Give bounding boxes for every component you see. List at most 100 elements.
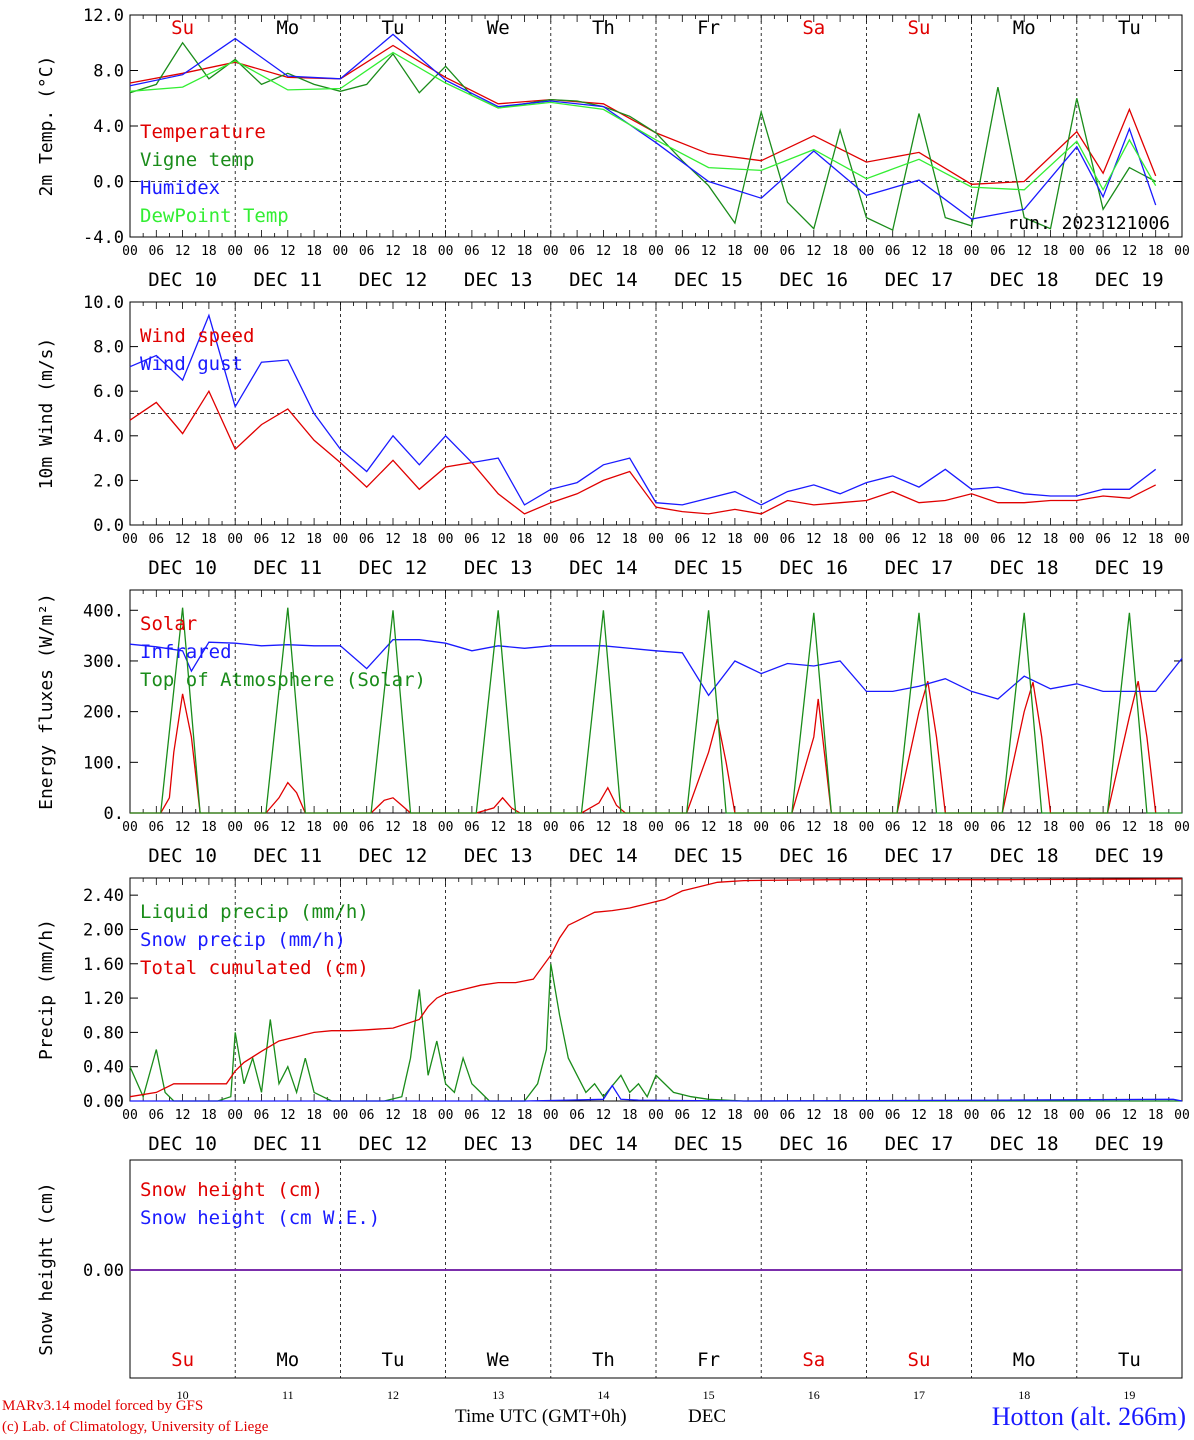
hour-tick-label: 18 [517, 244, 533, 259]
hour-tick-label: 12 [280, 244, 296, 259]
series-line-1-2 [129, 41, 1157, 232]
credit-line-lab: (c) Lab. of Climatology, University of L… [2, 1419, 269, 1435]
hour-tick-label: 00 [333, 1108, 349, 1123]
date-label: DEC 19 [1095, 1133, 1164, 1155]
date-label: DEC 15 [674, 845, 743, 867]
hour-tick-label: 00 [753, 1108, 769, 1123]
series-line-4-1 [129, 963, 1182, 1102]
weekday-label: Tu [1118, 1349, 1141, 1371]
date-label: DEC 19 [1095, 269, 1164, 291]
hour-tick-label: 18 [1043, 1108, 1059, 1123]
y-tick-label: 0.80 [83, 1023, 124, 1043]
hour-tick-label: 00 [122, 820, 138, 835]
hour-tick-label: 18 [727, 244, 743, 259]
legend-entry: Temperature [140, 121, 266, 143]
legend-entry: Liquid precip (mm/h) [140, 901, 369, 923]
date-label: DEC 17 [885, 269, 954, 291]
date-label: DEC 15 [674, 269, 743, 291]
hour-tick-label: 06 [780, 820, 796, 835]
series-line-1-3 [129, 33, 1157, 220]
hour-tick-label: 18 [201, 820, 217, 835]
hour-tick-label: 06 [254, 532, 270, 547]
hour-tick-label: 18 [937, 820, 953, 835]
hour-tick-label: 00 [227, 532, 243, 547]
hour-tick-label: 18 [411, 820, 427, 835]
hour-tick-label: 00 [333, 820, 349, 835]
y-tick-label: 2.0 [93, 471, 124, 491]
hour-tick-label: 00 [859, 244, 875, 259]
day-number-label: 18 [1018, 1388, 1030, 1402]
hour-tick-label: 12 [385, 532, 401, 547]
y-tick-label: -4.0 [83, 228, 124, 248]
hour-tick-label: 18 [622, 532, 638, 547]
hour-tick-label: 00 [648, 820, 664, 835]
hour-tick-label: 06 [1095, 244, 1111, 259]
panel-frame [129, 589, 1183, 814]
hour-tick-label: 18 [201, 244, 217, 259]
hour-tick-label: 00 [753, 244, 769, 259]
hour-tick-label: 18 [1043, 532, 1059, 547]
y-axis-label: Energy fluxes (W/m²) [36, 593, 57, 810]
hour-tick-label: 06 [359, 820, 375, 835]
hour-tick-label: 18 [832, 820, 848, 835]
date-label: DEC 15 [674, 1133, 743, 1155]
weekday-label: Su [908, 17, 931, 39]
hour-tick-label: 00 [438, 244, 454, 259]
hour-tick-label: 00 [1174, 532, 1190, 547]
weekday-label: Su [171, 1349, 194, 1371]
hour-tick-label: 00 [543, 244, 559, 259]
hour-tick-label: 12 [280, 532, 296, 547]
y-tick-label: 2.00 [83, 920, 124, 940]
series-line-4-2 [130, 1084, 1183, 1102]
hour-tick-label: 06 [780, 1108, 796, 1123]
y-axis-label: Precip (mm/h) [36, 919, 57, 1060]
hour-tick-label: 00 [438, 1108, 454, 1123]
hour-tick-label: 06 [464, 820, 480, 835]
hour-tick-label: 00 [333, 244, 349, 259]
hour-tick-label: 12 [911, 820, 927, 835]
hour-tick-label: 06 [569, 532, 585, 547]
hour-tick-label: 12 [911, 1108, 927, 1123]
legend-entry: Wind speed [140, 325, 254, 347]
hour-tick-label: 12 [385, 1108, 401, 1123]
hour-tick-label: 18 [1043, 820, 1059, 835]
date-label: DEC 12 [359, 269, 428, 291]
date-label: DEC 10 [148, 557, 217, 579]
hour-tick-label: 12 [175, 820, 191, 835]
date-label: DEC 13 [464, 845, 533, 867]
legend-entry: Snow precip (mm/h) [140, 929, 346, 951]
y-axis-label: Snow height (cm) [36, 1182, 57, 1355]
y-tick-label: 300. [83, 652, 124, 672]
date-label: DEC 14 [569, 845, 638, 867]
hour-tick-label: 12 [175, 1108, 191, 1123]
hour-tick-label: 12 [1016, 820, 1032, 835]
hour-tick-label: 06 [674, 1108, 690, 1123]
hour-tick-label: 06 [254, 820, 270, 835]
hour-tick-label: 18 [1043, 244, 1059, 259]
hour-tick-label: 18 [306, 244, 322, 259]
hour-tick-label: 00 [543, 820, 559, 835]
date-label: DEC 18 [990, 1133, 1059, 1155]
hour-tick-label: 06 [990, 820, 1006, 835]
hour-tick-label: 12 [596, 820, 612, 835]
hour-tick-label: 00 [438, 532, 454, 547]
day-number-label: 12 [387, 1388, 399, 1402]
weekday-label: Tu [382, 17, 405, 39]
day-number-label: 13 [492, 1388, 504, 1402]
hour-tick-label: 18 [1148, 820, 1164, 835]
date-label: DEC 13 [464, 269, 533, 291]
legend-entry: Solar [140, 613, 197, 635]
hour-tick-label: 18 [622, 244, 638, 259]
weekday-label: Mo [1013, 17, 1036, 39]
hour-tick-label: 12 [490, 532, 506, 547]
hour-tick-label: 12 [806, 820, 822, 835]
date-label: DEC 16 [779, 557, 848, 579]
station-name: Hotton (alt. 266m) [991, 1402, 1186, 1431]
hour-tick-label: 06 [569, 244, 585, 259]
weekday-label: Su [171, 17, 194, 39]
hour-tick-label: 00 [964, 244, 980, 259]
day-number-label: 15 [703, 1388, 715, 1402]
series-line-3-2 [129, 639, 1183, 700]
date-label: DEC 16 [779, 845, 848, 867]
y-tick-label: 0. [104, 804, 124, 824]
